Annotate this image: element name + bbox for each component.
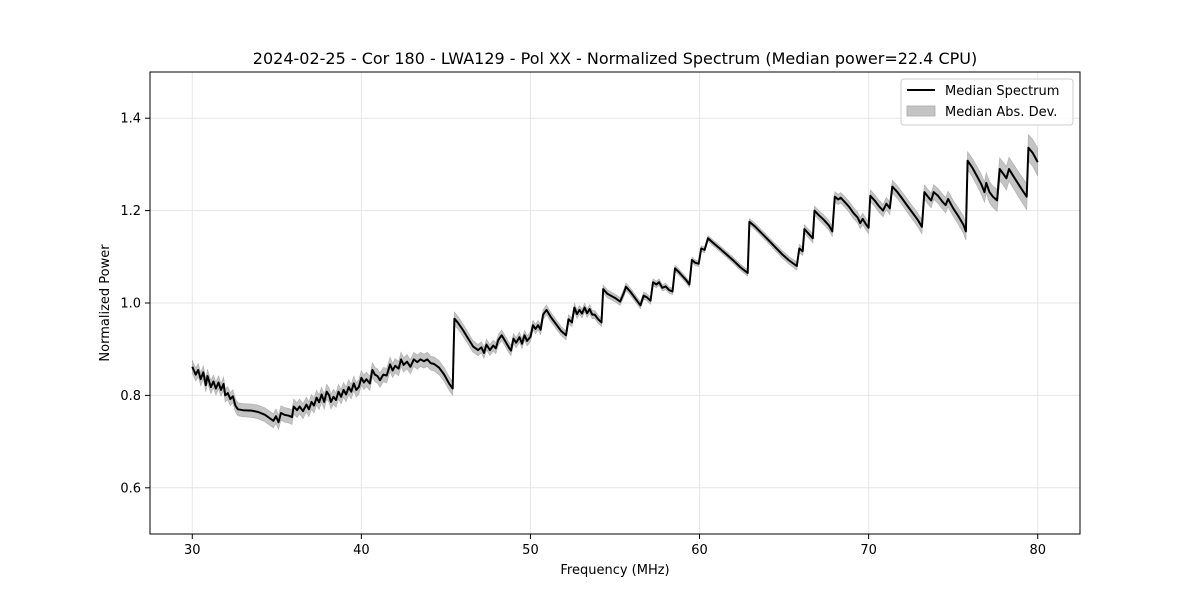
legend-label-median-spectrum: Median Spectrum: [945, 84, 1059, 99]
chart-title: 2024-02-25 - Cor 180 - LWA129 - Pol XX -…: [253, 49, 977, 68]
legend-box: [900, 78, 1074, 126]
x-tick-label: 70: [860, 543, 877, 558]
legend-band-swatch: [906, 105, 936, 117]
x-tick-label: 50: [522, 543, 539, 558]
y-tick-label: 1.4: [120, 112, 141, 127]
x-tick-label: 60: [691, 543, 708, 558]
x-tick-label: 30: [184, 543, 201, 558]
median-abs-dev-band: [192, 133, 1038, 431]
y-axis-ticks: 0.6 0.8 1.0 1.2 1.4: [120, 112, 150, 496]
y-tick-label: 1.0: [120, 297, 141, 312]
x-tick-label: 40: [353, 543, 370, 558]
y-tick-label: 0.6: [120, 481, 141, 496]
x-axis-label: Frequency (MHz): [560, 563, 669, 578]
legend: Median Spectrum Median Abs. Dev.: [900, 78, 1074, 126]
y-tick-label: 0.8: [120, 389, 141, 404]
x-tick-label: 80: [1029, 543, 1046, 558]
y-axis-label: Normalized Power: [98, 244, 113, 362]
y-tick-label: 1.2: [120, 204, 141, 219]
legend-label-median-abs-dev: Median Abs. Dev.: [945, 105, 1057, 120]
median-spectrum-line: [191, 146, 1039, 424]
x-axis-ticks: 30 40 50 60 70 80: [184, 534, 1046, 558]
